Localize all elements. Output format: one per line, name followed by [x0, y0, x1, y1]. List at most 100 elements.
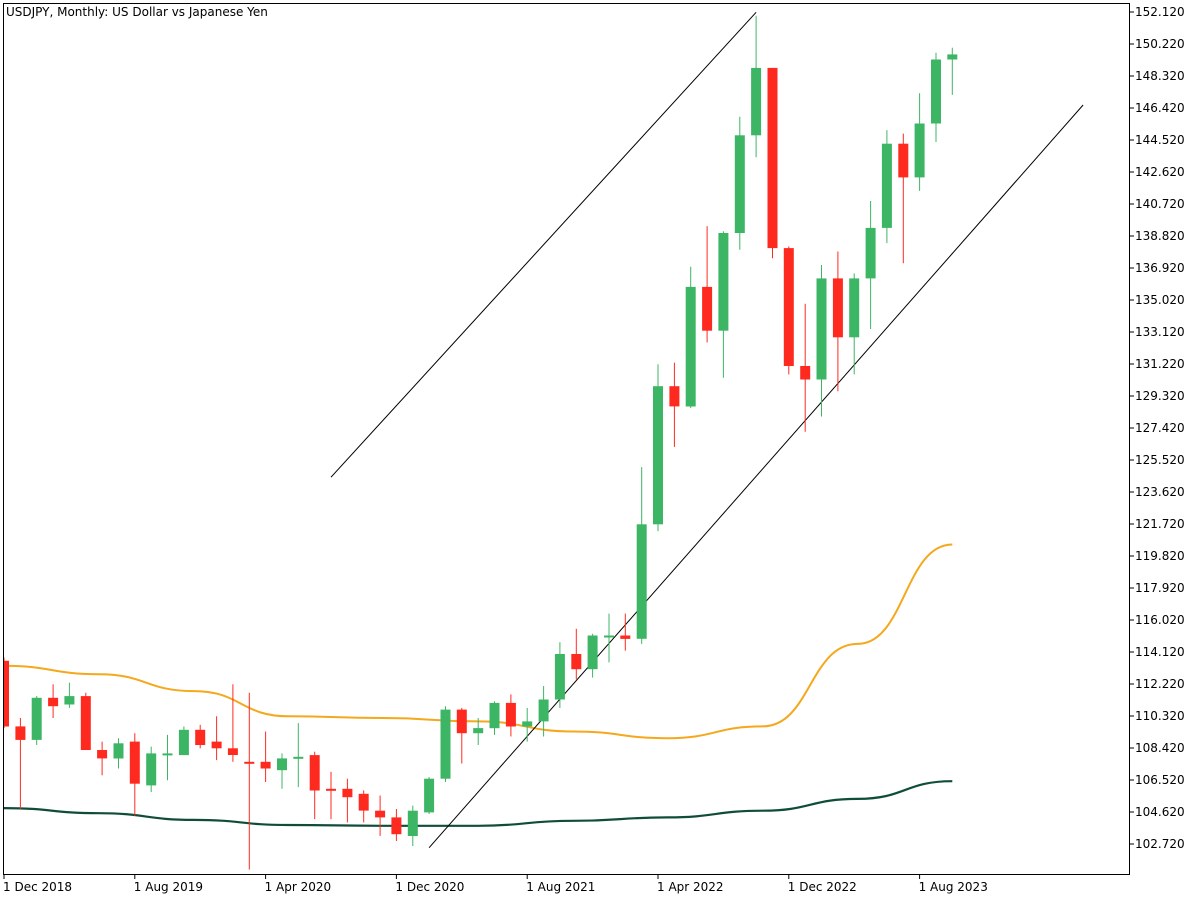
candle[interactable]: [178, 726, 189, 756]
candle[interactable]: [489, 701, 500, 735]
candle-body: [653, 386, 663, 525]
candle-body: [734, 135, 745, 233]
candle[interactable]: [260, 731, 271, 783]
candle[interactable]: [571, 628, 582, 680]
price-tick-label: 150.220: [1135, 37, 1185, 51]
candle[interactable]: [440, 706, 451, 782]
candle[interactable]: [195, 724, 206, 749]
candle[interactable]: [342, 778, 353, 823]
candle[interactable]: [0, 657, 9, 729]
price-tick-label: 133.120: [1135, 325, 1185, 339]
price-tick-label: 108.420: [1135, 741, 1185, 755]
candle[interactable]: [522, 707, 533, 742]
time-tick-label: 1 Dec 2022: [788, 880, 857, 894]
candle[interactable]: [636, 467, 647, 644]
candle[interactable]: [211, 716, 222, 761]
candle[interactable]: [816, 265, 827, 417]
candle-body: [309, 755, 320, 791]
candle[interactable]: [881, 130, 892, 244]
time-tick-label: 1 Apr 2022: [657, 880, 724, 894]
candle[interactable]: [865, 201, 876, 329]
candle[interactable]: [375, 795, 386, 836]
candle[interactable]: [244, 692, 255, 870]
candle-body: [358, 793, 369, 811]
candle-body: [571, 654, 582, 670]
candles: [0, 15, 958, 870]
candle[interactable]: [832, 251, 843, 392]
price-tick-label: 117.920: [1135, 581, 1185, 595]
candle[interactable]: [146, 746, 157, 793]
candle-body: [554, 654, 565, 700]
candle[interactable]: [505, 694, 516, 737]
candle-body: [669, 386, 680, 407]
candle[interactable]: [473, 718, 484, 745]
candle[interactable]: [734, 116, 745, 250]
candle[interactable]: [669, 362, 680, 447]
candle[interactable]: [751, 15, 762, 158]
candle-body: [129, 741, 140, 784]
price-tick-label: 119.820: [1135, 549, 1185, 563]
candle-body: [80, 696, 91, 750]
time-tick-label: 1 Aug 2019: [134, 880, 203, 894]
candle[interactable]: [587, 633, 598, 678]
candle-body: [849, 278, 860, 338]
candle[interactable]: [456, 707, 467, 764]
candle[interactable]: [358, 790, 369, 823]
price-tick-label: 116.020: [1135, 613, 1185, 627]
candle[interactable]: [407, 805, 418, 846]
candle-body: [947, 54, 958, 60]
candle[interactable]: [554, 642, 565, 708]
price-axis[interactable]: 152.120 150.220 148.320 146.420 144.520 142.6…: [1129, 5, 1185, 851]
candle[interactable]: [129, 733, 140, 816]
candle[interactable]: [424, 777, 435, 814]
price-tick-label: 131.220: [1135, 357, 1185, 371]
candle[interactable]: [97, 741, 108, 776]
candle[interactable]: [48, 684, 59, 718]
candle[interactable]: [15, 718, 26, 809]
candle[interactable]: [293, 723, 304, 788]
candle[interactable]: [113, 738, 124, 769]
trend-channel: [330, 11, 1084, 849]
candle[interactable]: [783, 246, 794, 375]
candle[interactable]: [620, 613, 631, 651]
candle[interactable]: [391, 809, 402, 841]
candle-body: [64, 696, 75, 705]
price-tick-label: 125.520: [1135, 453, 1185, 467]
candle[interactable]: [326, 771, 336, 820]
candle[interactable]: [800, 303, 811, 432]
channel-lower-line[interactable]: [428, 104, 1084, 849]
candle[interactable]: [718, 231, 729, 378]
candle-body: [832, 278, 843, 338]
candle[interactable]: [277, 753, 287, 789]
candle[interactable]: [849, 273, 860, 375]
candle-body: [4, 660, 9, 727]
candle[interactable]: [685, 266, 696, 409]
channel-upper-line[interactable]: [330, 11, 757, 478]
candle[interactable]: [227, 684, 238, 762]
candle-body: [505, 702, 516, 727]
candle-body: [15, 726, 26, 740]
candle[interactable]: [767, 67, 778, 259]
candle[interactable]: [309, 751, 320, 820]
candle-body: [424, 778, 435, 813]
candle[interactable]: [931, 52, 941, 142]
candle[interactable]: [31, 696, 42, 745]
candle[interactable]: [64, 682, 75, 708]
candle[interactable]: [538, 686, 549, 737]
candle[interactable]: [947, 47, 958, 95]
candle-body: [522, 721, 533, 727]
candle-body: [407, 810, 418, 836]
candle[interactable]: [653, 364, 663, 532]
time-axis[interactable]: 1 Dec 2018 1 Aug 2019 1 Apr 2020 1 Dec 2020…: [3, 874, 988, 894]
candle-body: [178, 729, 189, 756]
candle[interactable]: [898, 133, 909, 264]
candle[interactable]: [604, 613, 614, 663]
candle-body: [146, 753, 157, 786]
candle[interactable]: [702, 226, 713, 343]
time-tick-label: 1 Dec 2018: [3, 880, 72, 894]
candle-body: [767, 67, 778, 249]
candle[interactable]: [914, 93, 925, 191]
candle[interactable]: [80, 692, 91, 750]
candle[interactable]: [162, 734, 173, 781]
